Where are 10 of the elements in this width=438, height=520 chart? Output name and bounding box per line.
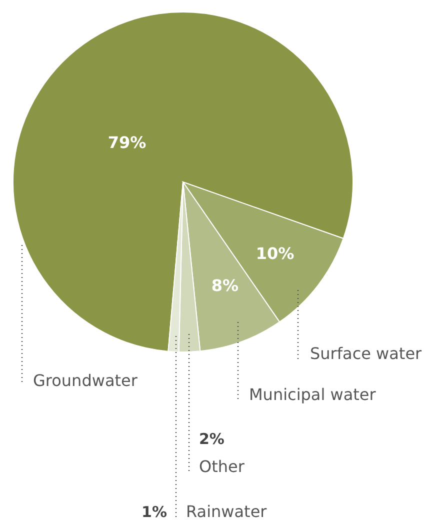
slice-label: Surface water: [310, 344, 422, 363]
data-label: 79%: [108, 133, 146, 152]
data-label: 1%: [142, 503, 167, 520]
data-label: 2%: [199, 430, 224, 448]
slice-label: Groundwater: [33, 371, 138, 390]
slice-label: Other: [199, 457, 245, 476]
data-label: 8%: [211, 276, 239, 295]
slice-label: Municipal water: [249, 385, 376, 404]
slice-label: Rainwater: [186, 502, 268, 520]
data-label: 10%: [256, 244, 294, 263]
